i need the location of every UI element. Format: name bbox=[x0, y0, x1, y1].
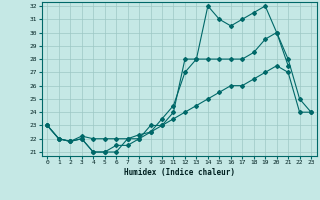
X-axis label: Humidex (Indice chaleur): Humidex (Indice chaleur) bbox=[124, 168, 235, 177]
